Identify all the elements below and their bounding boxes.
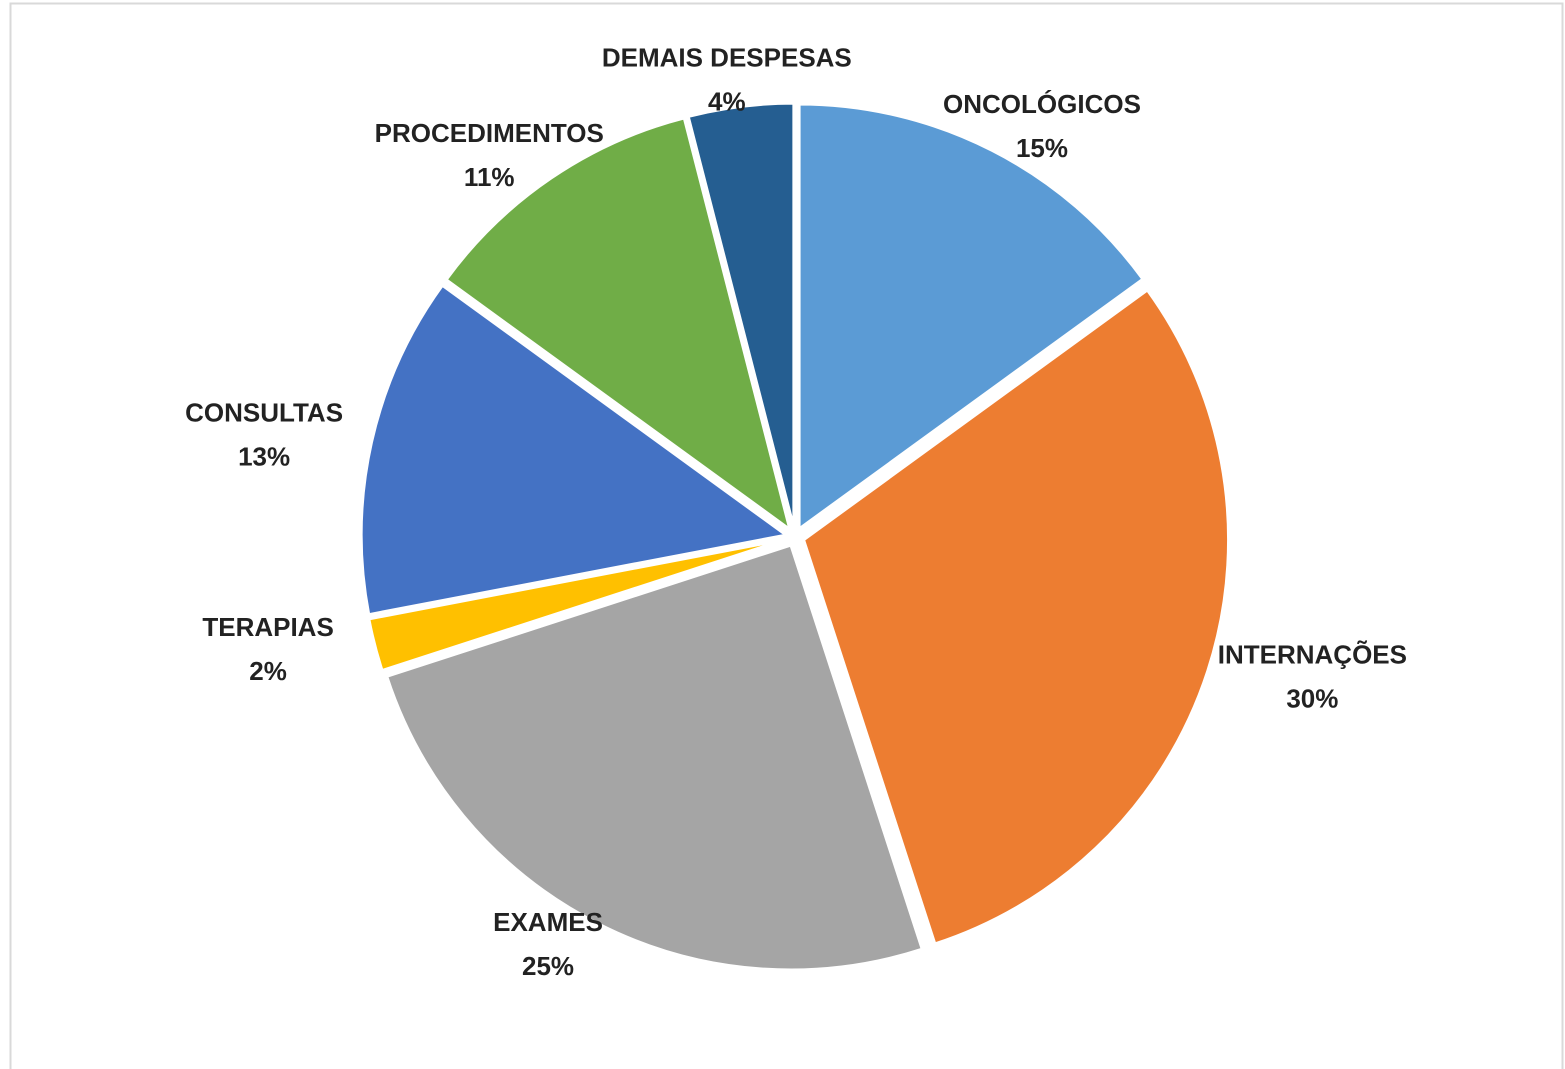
slice-value-label: 30% [1286,684,1338,714]
slice-value-label: 15% [1016,133,1068,163]
pie-slice [686,101,796,529]
slice-label: ONCOLÓGICOS [943,89,1141,119]
slice-value-label: 4% [708,86,746,116]
slice-label: CONSULTAS [185,398,343,428]
slice-label: TERAPIAS [202,612,333,642]
slice-label: PROCEDIMENTOS [375,118,604,148]
slice-value-label: 11% [464,162,515,192]
slice-value-label: 2% [249,656,287,686]
pie-slice [444,116,793,534]
pie-slice [359,283,790,617]
pie-slice [797,102,1146,532]
slice-label: INTERNAÇÕES [1218,640,1407,670]
slice-label: EXAMES [493,907,603,937]
slice-value-label: 25% [522,951,574,981]
pie-slice [801,287,1231,946]
slice-label: DEMAIS DESPESAS [602,42,852,72]
slice-value-label: 13% [238,442,290,472]
pie-slice [384,543,925,972]
pie-slice [367,537,787,673]
